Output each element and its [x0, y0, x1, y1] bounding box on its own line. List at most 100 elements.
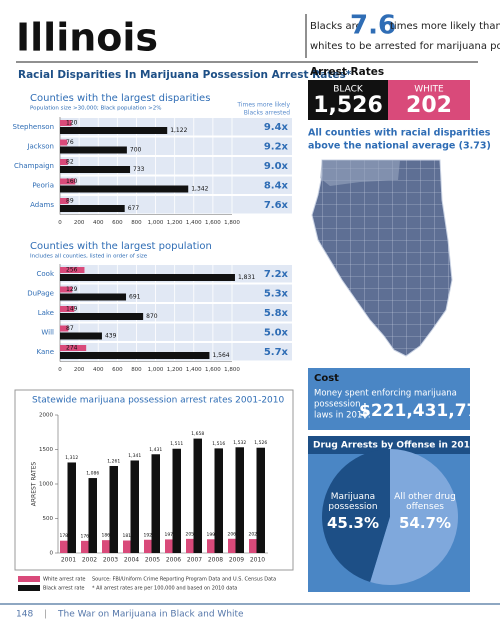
ratio-label: 5.0x — [264, 327, 289, 338]
chart-subtitle: Includes all counties, listed in order o… — [30, 254, 148, 260]
ratio-label: 5.3x — [264, 288, 289, 299]
x-tick-label: 200 — [74, 367, 85, 373]
x-tick-label: 2009 — [229, 557, 244, 564]
ratio-label: 5.8x — [264, 308, 289, 319]
pie-value-label: 54.7% — [398, 514, 452, 532]
bar — [60, 178, 76, 185]
value-label: 1,526 — [254, 440, 267, 446]
value-label: 160 — [66, 178, 78, 185]
y-tick-label: 1500 — [39, 447, 53, 453]
value-label: 733 — [133, 166, 145, 173]
legend-label: Black arrest rate — [43, 586, 84, 592]
bar — [60, 352, 210, 359]
category-label: DuPage — [27, 289, 54, 297]
bar — [214, 448, 223, 553]
category-label: Adams — [30, 201, 54, 209]
ratio-label: 5.7x — [264, 347, 289, 358]
category-label: Champaign — [14, 162, 54, 170]
ratio-label: 9.0x — [264, 161, 289, 172]
bar — [151, 454, 160, 553]
category-label: Kane — [37, 348, 55, 356]
x-tick-label: 1,200 — [167, 220, 183, 226]
value-label: 677 — [128, 205, 140, 212]
y-tick-label: 500 — [43, 516, 54, 522]
bar — [60, 540, 68, 553]
y-axis-label: ARREST RATES — [31, 462, 38, 507]
value-label: 1,532 — [233, 440, 246, 446]
value-label: 691 — [129, 294, 141, 301]
y-tick-label: 2000 — [39, 413, 53, 419]
bar — [60, 120, 72, 126]
ratio-label: 9.2x — [264, 141, 289, 152]
bar — [249, 539, 257, 553]
tag-prefix: Blacks are — [310, 21, 362, 32]
value-label: 1,516 — [212, 441, 225, 447]
value-label: 870 — [146, 313, 158, 320]
bar — [172, 448, 181, 553]
value-label: 1,564 — [212, 352, 229, 359]
white-value: 202 — [406, 93, 452, 118]
source-note: * All arrest rates are per 100,000 and b… — [92, 586, 237, 592]
value-label: 120 — [66, 120, 78, 127]
y-tick-label: 1000 — [39, 482, 53, 488]
value-label: 181 — [122, 533, 131, 539]
value-label: 202 — [248, 532, 257, 538]
bar — [60, 332, 102, 340]
bar — [88, 478, 97, 553]
svg-text:|: | — [44, 610, 47, 620]
pie-label: All other drug offenses — [394, 492, 456, 512]
bar — [193, 438, 202, 553]
legend-label: White arrest rate — [43, 577, 86, 583]
section-title: Racial Disparities In Marijuana Possessi… — [18, 69, 352, 81]
ratio-label: 7.2x — [264, 269, 289, 280]
x-tick-label: 2006 — [166, 557, 181, 564]
value-label: 199 — [206, 532, 215, 538]
x-tick-label: 1,200 — [167, 367, 183, 373]
value-label: 1,312 — [65, 455, 78, 461]
value-label: 1,511 — [170, 441, 183, 447]
bar — [60, 127, 168, 134]
x-tick-label: 400 — [93, 220, 104, 226]
x-tick-label: 800 — [131, 220, 142, 226]
illinois-map — [311, 159, 453, 357]
x-tick-label: 1,000 — [148, 367, 164, 373]
x-tick-label: 800 — [131, 367, 142, 373]
value-label: 1,431 — [149, 447, 162, 453]
x-tick-label: 1,400 — [186, 367, 202, 373]
legend-swatch — [18, 576, 40, 582]
bar — [165, 539, 173, 553]
bar — [60, 313, 144, 320]
x-tick-label: 2005 — [145, 557, 160, 564]
bar — [60, 293, 127, 301]
value-label: 82 — [66, 159, 74, 166]
x-tick-label: 2007 — [187, 557, 202, 564]
pie-value-label: 45.3% — [326, 514, 380, 532]
ratio-label: 9.4x — [264, 122, 289, 133]
y-tick-label: 0 — [50, 551, 54, 557]
cost-title: Cost — [314, 373, 339, 384]
value-label: 206 — [227, 531, 236, 537]
bar — [60, 205, 125, 212]
category-label: Cook — [36, 270, 54, 278]
ratio-label: 8.4x — [264, 180, 289, 191]
bar — [60, 198, 69, 204]
row-stripe — [60, 323, 292, 341]
x-tick-label: 600 — [112, 367, 123, 373]
x-tick-label: 2004 — [124, 557, 139, 564]
bar — [60, 139, 68, 146]
cost-text: possession — [314, 400, 361, 410]
value-label: 178 — [59, 533, 68, 539]
bar — [102, 540, 110, 553]
category-label: Stephenson — [13, 123, 54, 131]
x-tick-label: 1,800 — [224, 220, 240, 226]
bar — [256, 447, 265, 553]
bar — [144, 539, 152, 553]
bar — [60, 146, 127, 154]
bar — [60, 267, 85, 273]
x-tick-label: 1,800 — [224, 367, 240, 373]
legend-swatch — [18, 585, 40, 591]
value-label: 1,341 — [128, 453, 141, 459]
value-label: 205 — [185, 531, 194, 537]
pie-title: Drug Arrests by Offense in 2010 — [313, 441, 476, 451]
x-tick-label: 2003 — [103, 557, 118, 564]
